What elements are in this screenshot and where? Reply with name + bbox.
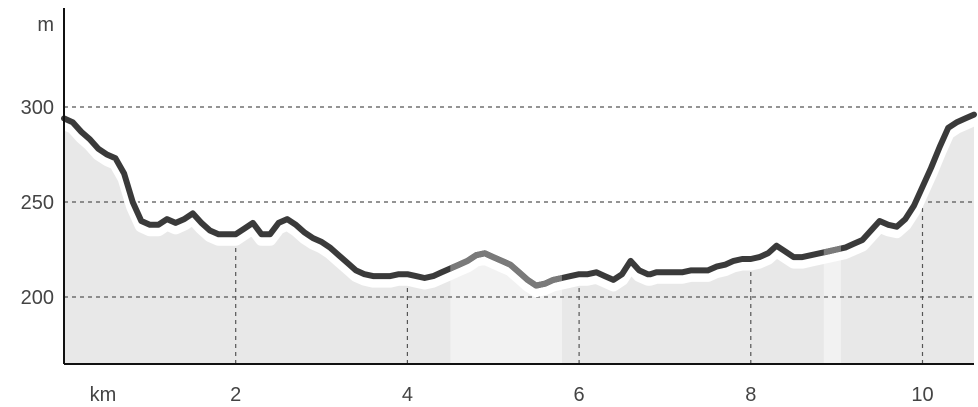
x-axis-label: km [90, 384, 117, 406]
line-layer [57, 111, 978, 298]
y-tick-label-300: 300 [21, 97, 54, 119]
tick-label-layer: 200 250 300 2 4 6 8 10 [21, 97, 934, 406]
x-tick-label-2: 2 [230, 384, 241, 406]
area-layer [64, 114, 974, 364]
profile-line-highlight [450, 250, 562, 289]
highlight-area-section [450, 253, 562, 364]
axis-layer [63, 8, 974, 365]
x-tick-label-8: 8 [745, 384, 756, 406]
elevation-area [64, 114, 974, 364]
x-tick-label-6: 6 [574, 384, 585, 406]
highlight-area-section [823, 248, 841, 364]
y-axis-label: m [37, 14, 54, 36]
grid-layer [64, 106, 974, 364]
profile-halo [57, 113, 978, 298]
y-tick-label-200: 200 [21, 287, 54, 309]
y-tick-label-250: 250 [21, 192, 54, 214]
x-tick-label-10: 10 [911, 384, 933, 406]
x-tick-label-4: 4 [402, 384, 413, 406]
